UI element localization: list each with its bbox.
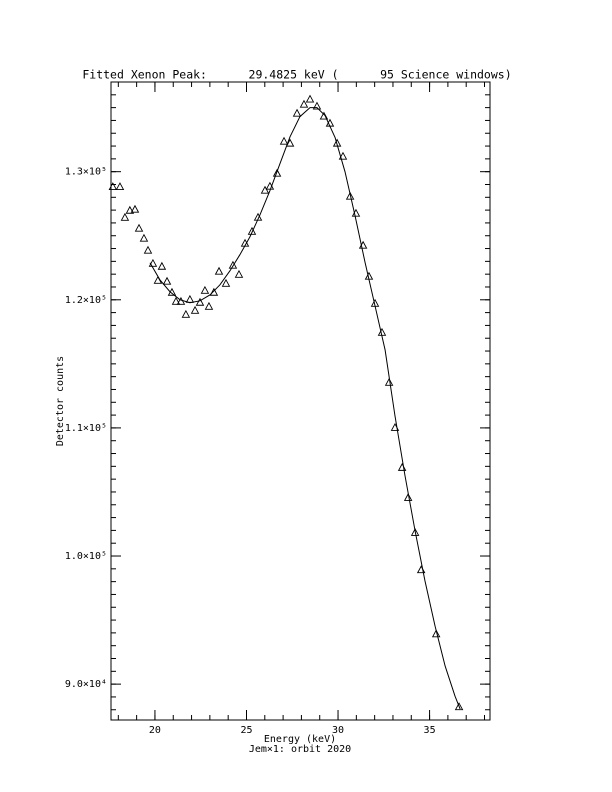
data-point [157,261,167,270]
data-point [384,377,394,386]
data-point [221,278,231,287]
data-point [108,182,118,191]
data-point [431,629,441,638]
data-point [345,191,355,200]
data-point [139,233,149,242]
data-point [234,269,244,278]
data-point [125,205,135,214]
x-tick-label: 25 [240,725,252,736]
chart-title: Fitted Xenon Peak: 29.4825 keV ( 95 Scie… [82,68,511,82]
data-point [279,136,289,145]
data-point [272,168,282,177]
y-tick-label: 9.0×10⁴ [65,679,107,690]
data-point [204,301,214,310]
data-point [454,702,464,711]
y-tick-label: 1.1×10⁵ [65,423,107,434]
data-point [130,204,140,213]
y-tick-label: 1.3×10⁵ [65,167,107,178]
data-point [214,266,224,275]
data-point [115,182,125,191]
data-point [171,296,181,305]
y-axis-label: Detector counts [55,356,66,446]
data-point [143,245,153,254]
data-point [134,223,144,232]
x-tick-label: 35 [424,725,436,736]
data-point [120,212,130,221]
x-tick-label: 20 [149,725,161,736]
y-tick-label: 1.2×10⁵ [65,295,107,306]
x-tick-label: 30 [332,725,344,736]
data-point [403,493,413,501]
data-point [410,528,420,536]
data-point [299,99,309,108]
data-point [190,305,200,314]
subtitle: Jem×1: orbit 2020 [249,744,351,755]
data-point [305,94,315,103]
data-point [162,276,172,285]
data-point [247,226,257,235]
data-point [292,108,302,117]
fit-line [149,107,461,710]
data-point [148,258,158,267]
plot-frame [110,81,491,721]
y-tick-label: 1.0×10⁵ [65,551,107,562]
data-point [260,185,270,194]
data-point [285,138,295,147]
x-axis-label: Energy (keV) [264,734,336,745]
data-point [338,151,348,160]
data-point [200,285,210,294]
data-point [195,297,205,306]
data-point [228,260,238,269]
data-point [181,309,191,318]
data-point [312,101,322,110]
